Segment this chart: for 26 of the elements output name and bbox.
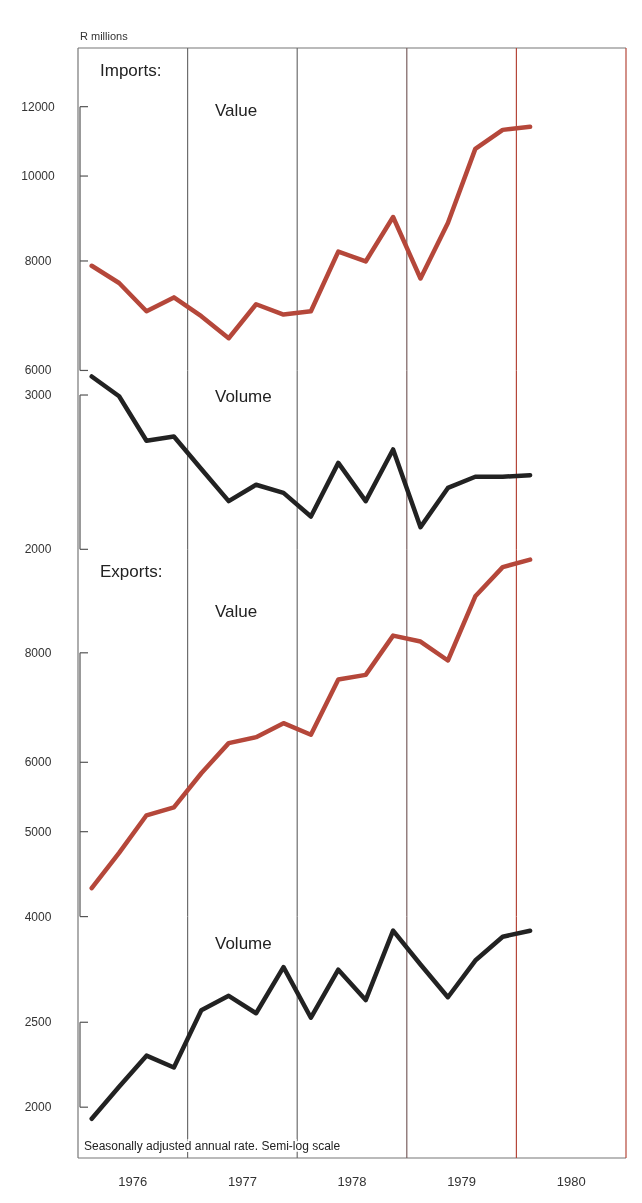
line-series <box>89 928 533 1122</box>
x-tick-label: 1976 <box>118 1174 148 1189</box>
y-tick-label: 8000 <box>24 645 52 660</box>
y-tick-label: 6000 <box>24 755 52 770</box>
y-axis-title: R millions <box>80 30 129 42</box>
y-tick-label: 8000 <box>24 253 52 268</box>
series-label: Volume <box>215 933 272 953</box>
text: Exports: <box>100 562 163 582</box>
text: Imports: <box>100 61 162 80</box>
x-tick-label: 1980 <box>556 1174 586 1189</box>
text: Value <box>215 101 258 120</box>
y-tick-label: 10000 <box>21 169 56 184</box>
line-series <box>89 374 533 530</box>
y-tick-label: 12000 <box>21 99 56 114</box>
y-tick-label: 2500 <box>24 1015 52 1030</box>
y-tick-label: 5000 <box>24 824 52 839</box>
x-tick-label: 1978 <box>337 1174 367 1189</box>
x-tick-label: 1977 <box>227 1174 257 1189</box>
x-tick-label: 1979 <box>447 1174 477 1189</box>
text: Volume <box>215 387 272 407</box>
y-tick-label: 2000 <box>24 542 52 557</box>
y-tick-label: 2000 <box>24 1100 52 1115</box>
y-tick-label: 3000 <box>24 388 52 403</box>
text: Value <box>215 602 258 622</box>
y-tick-label: 4000 <box>24 909 52 924</box>
y-tick-label: 6000 <box>24 363 52 378</box>
